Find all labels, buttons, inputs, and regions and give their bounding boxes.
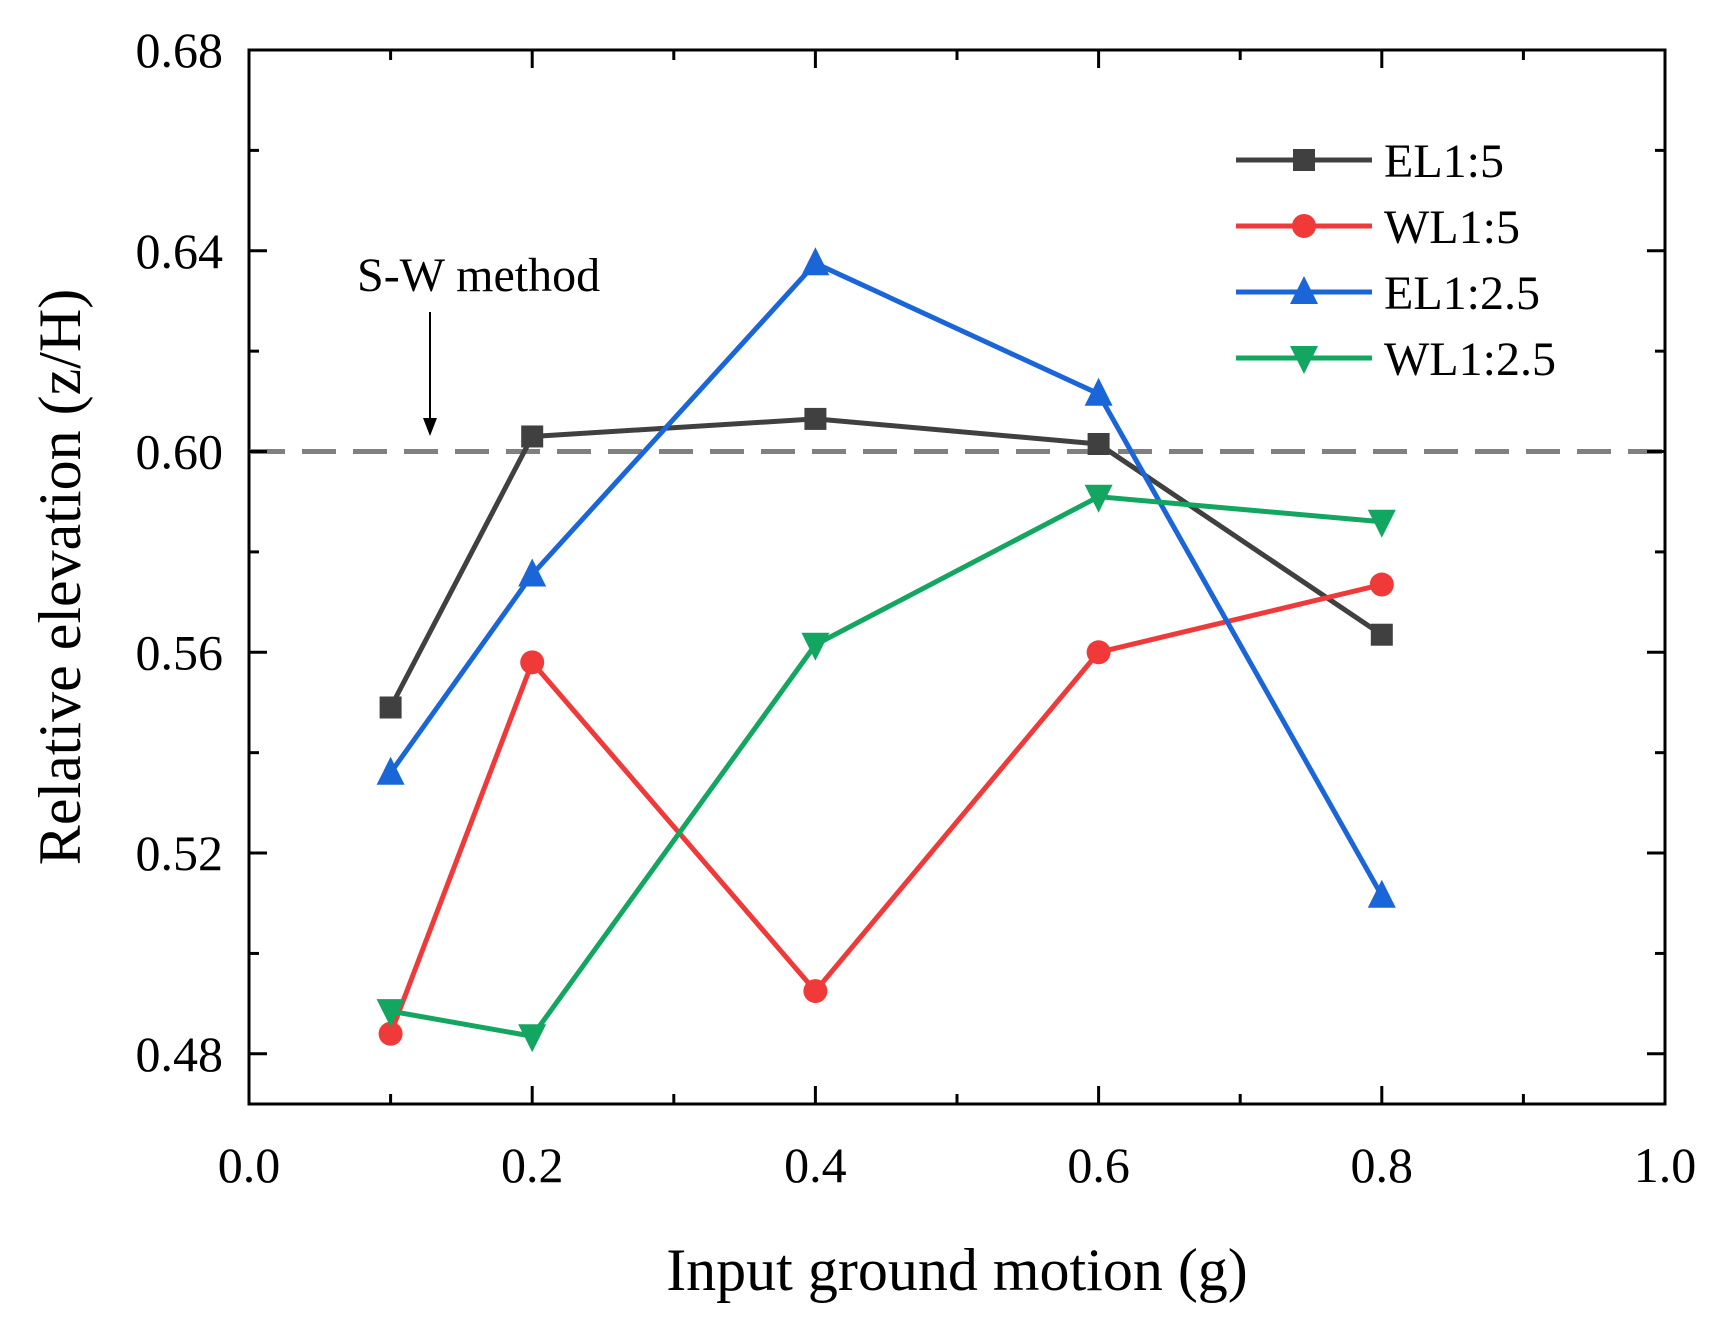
series-layer: [376, 247, 1396, 1053]
ticks-layer: [247, 48, 1667, 1104]
legend-label: WL1:5: [1384, 201, 1520, 254]
data-point: [518, 558, 547, 587]
reference-line-label: S-W method: [357, 249, 600, 302]
tick-labels-layer: 0.0 0.2 0.4 0.6 0.8 1.0 0.48 0.52 0.56 0.60 0.64 0.…: [136, 22, 1697, 1193]
data-point: [518, 1024, 547, 1053]
x-tick-label: 0.4: [784, 1137, 847, 1193]
data-point: [804, 407, 827, 430]
x-tick-label: 1.0: [1634, 1137, 1697, 1193]
y-tick-label: 0.52: [136, 825, 224, 881]
y-tick-label: 0.56: [136, 624, 224, 680]
legend-item: EL1:5: [1236, 135, 1504, 188]
legend-swatch-marker: [1293, 149, 1315, 171]
legend-swatch-marker: [1290, 276, 1318, 304]
data-point: [521, 425, 544, 448]
x-tick-label: 0.8: [1351, 1137, 1414, 1193]
y-tick-label: 0.64: [136, 223, 224, 279]
data-point: [1084, 377, 1113, 406]
legend-label: WL1:2.5: [1384, 333, 1556, 386]
data-point: [1086, 640, 1111, 665]
y-axis-title: Relative elevation (z/H): [27, 289, 93, 865]
data-point: [1370, 623, 1393, 646]
y-tick-label: 0.68: [136, 22, 224, 78]
legend-swatch-marker: [1290, 346, 1318, 374]
data-point: [1369, 572, 1394, 597]
x-tick-label: 0.6: [1067, 1137, 1130, 1193]
data-point: [378, 1021, 403, 1046]
legend-label: EL1:5: [1384, 135, 1504, 188]
data-point: [1084, 484, 1113, 513]
series-wl1-2-5: [376, 484, 1396, 1053]
data-point: [376, 756, 405, 785]
reference-arrow-head: [423, 418, 437, 436]
y-tick-label: 0.48: [136, 1026, 224, 1082]
legend-item: WL1:5: [1236, 201, 1520, 254]
series-el1-2-5: [376, 247, 1396, 908]
legend-swatch-marker: [1292, 214, 1316, 238]
series-line: [388, 582, 1383, 1035]
data-point: [1087, 432, 1110, 455]
legend-item: WL1:2.5: [1236, 333, 1556, 386]
data-point: [803, 979, 828, 1004]
x-axis-title: Input ground motion (g): [666, 1237, 1248, 1303]
data-point: [1367, 509, 1396, 538]
x-tick-label: 0.2: [501, 1137, 564, 1193]
series-wl1-5: [378, 572, 1394, 1046]
data-point: [1367, 879, 1396, 908]
data-point: [801, 632, 830, 661]
legend: EL1:5 WL1:5 EL1:2.5 WL1:2.5: [1236, 135, 1556, 386]
data-point: [376, 999, 405, 1028]
legend-label: EL1:2.5: [1384, 267, 1540, 320]
legend-item: EL1:2.5: [1236, 267, 1540, 320]
y-tick-label: 0.60: [136, 424, 224, 480]
data-point: [520, 650, 545, 675]
data-point: [379, 696, 402, 719]
x-tick-label: 0.0: [218, 1137, 281, 1193]
data-point: [801, 247, 830, 276]
reference-annotation: S-W method: [357, 249, 600, 436]
